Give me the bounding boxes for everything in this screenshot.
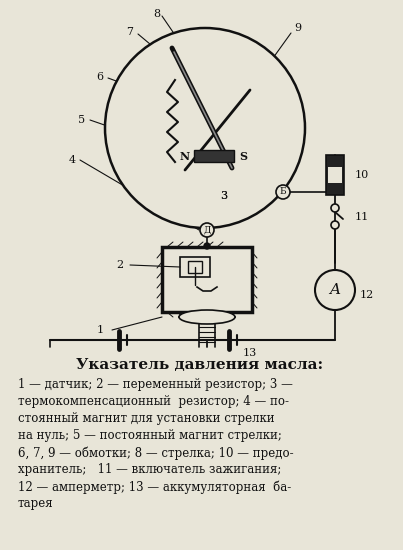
- Text: N: N: [180, 151, 190, 162]
- Text: 6: 6: [96, 72, 104, 82]
- Text: 6, 7, 9 — обмотки; 8 — стрелка; 10 — предо-: 6, 7, 9 — обмотки; 8 — стрелка; 10 — пре…: [18, 446, 294, 459]
- Text: Д: Д: [203, 226, 211, 234]
- Circle shape: [315, 270, 355, 310]
- Text: Указатель давления масла:: Указатель давления масла:: [77, 358, 324, 372]
- Circle shape: [105, 28, 305, 228]
- Text: термокомпенсационный  резистор; 4 — по-: термокомпенсационный резистор; 4 — по-: [18, 395, 289, 408]
- Text: 1 — датчик; 2 — переменный резистор; 3 —: 1 — датчик; 2 — переменный резистор; 3 —: [18, 378, 293, 391]
- Bar: [162, 247, 252, 312]
- Text: 3: 3: [220, 191, 228, 201]
- Text: 12 — амперметр; 13 — аккумуляторная  ба-: 12 — амперметр; 13 — аккумуляторная ба-: [18, 480, 291, 493]
- Bar: [194, 150, 234, 162]
- Circle shape: [331, 204, 339, 212]
- Bar: [326, 155, 344, 195]
- Text: 4: 4: [69, 155, 76, 165]
- Circle shape: [204, 243, 210, 249]
- Circle shape: [331, 221, 339, 229]
- Text: 13: 13: [243, 348, 257, 358]
- Text: Б: Б: [280, 188, 286, 196]
- Bar: [180, 257, 210, 277]
- Text: 9: 9: [295, 23, 301, 33]
- Text: 1: 1: [96, 325, 104, 335]
- Ellipse shape: [179, 310, 235, 324]
- Text: стоянный магнит для установки стрелки: стоянный магнит для установки стрелки: [18, 412, 274, 425]
- Text: хранитель;   11 — включатель зажигания;: хранитель; 11 — включатель зажигания;: [18, 463, 281, 476]
- Text: 5: 5: [79, 115, 85, 125]
- Text: 12: 12: [360, 290, 374, 300]
- Text: на нуль; 5 — постоянный магнит стрелки;: на нуль; 5 — постоянный магнит стрелки;: [18, 429, 282, 442]
- Text: 10: 10: [355, 170, 369, 180]
- Text: 3: 3: [220, 191, 228, 201]
- Text: 2: 2: [116, 260, 124, 270]
- Circle shape: [200, 223, 214, 237]
- Bar: [188, 261, 202, 273]
- Bar: [210, 170, 238, 182]
- Text: S: S: [239, 151, 247, 162]
- Text: 7: 7: [127, 27, 133, 37]
- Text: A: A: [330, 283, 341, 297]
- Circle shape: [276, 185, 290, 199]
- Bar: [328, 167, 342, 183]
- Text: 11: 11: [355, 212, 369, 222]
- Text: тарея: тарея: [18, 497, 54, 510]
- Text: 8: 8: [154, 9, 160, 19]
